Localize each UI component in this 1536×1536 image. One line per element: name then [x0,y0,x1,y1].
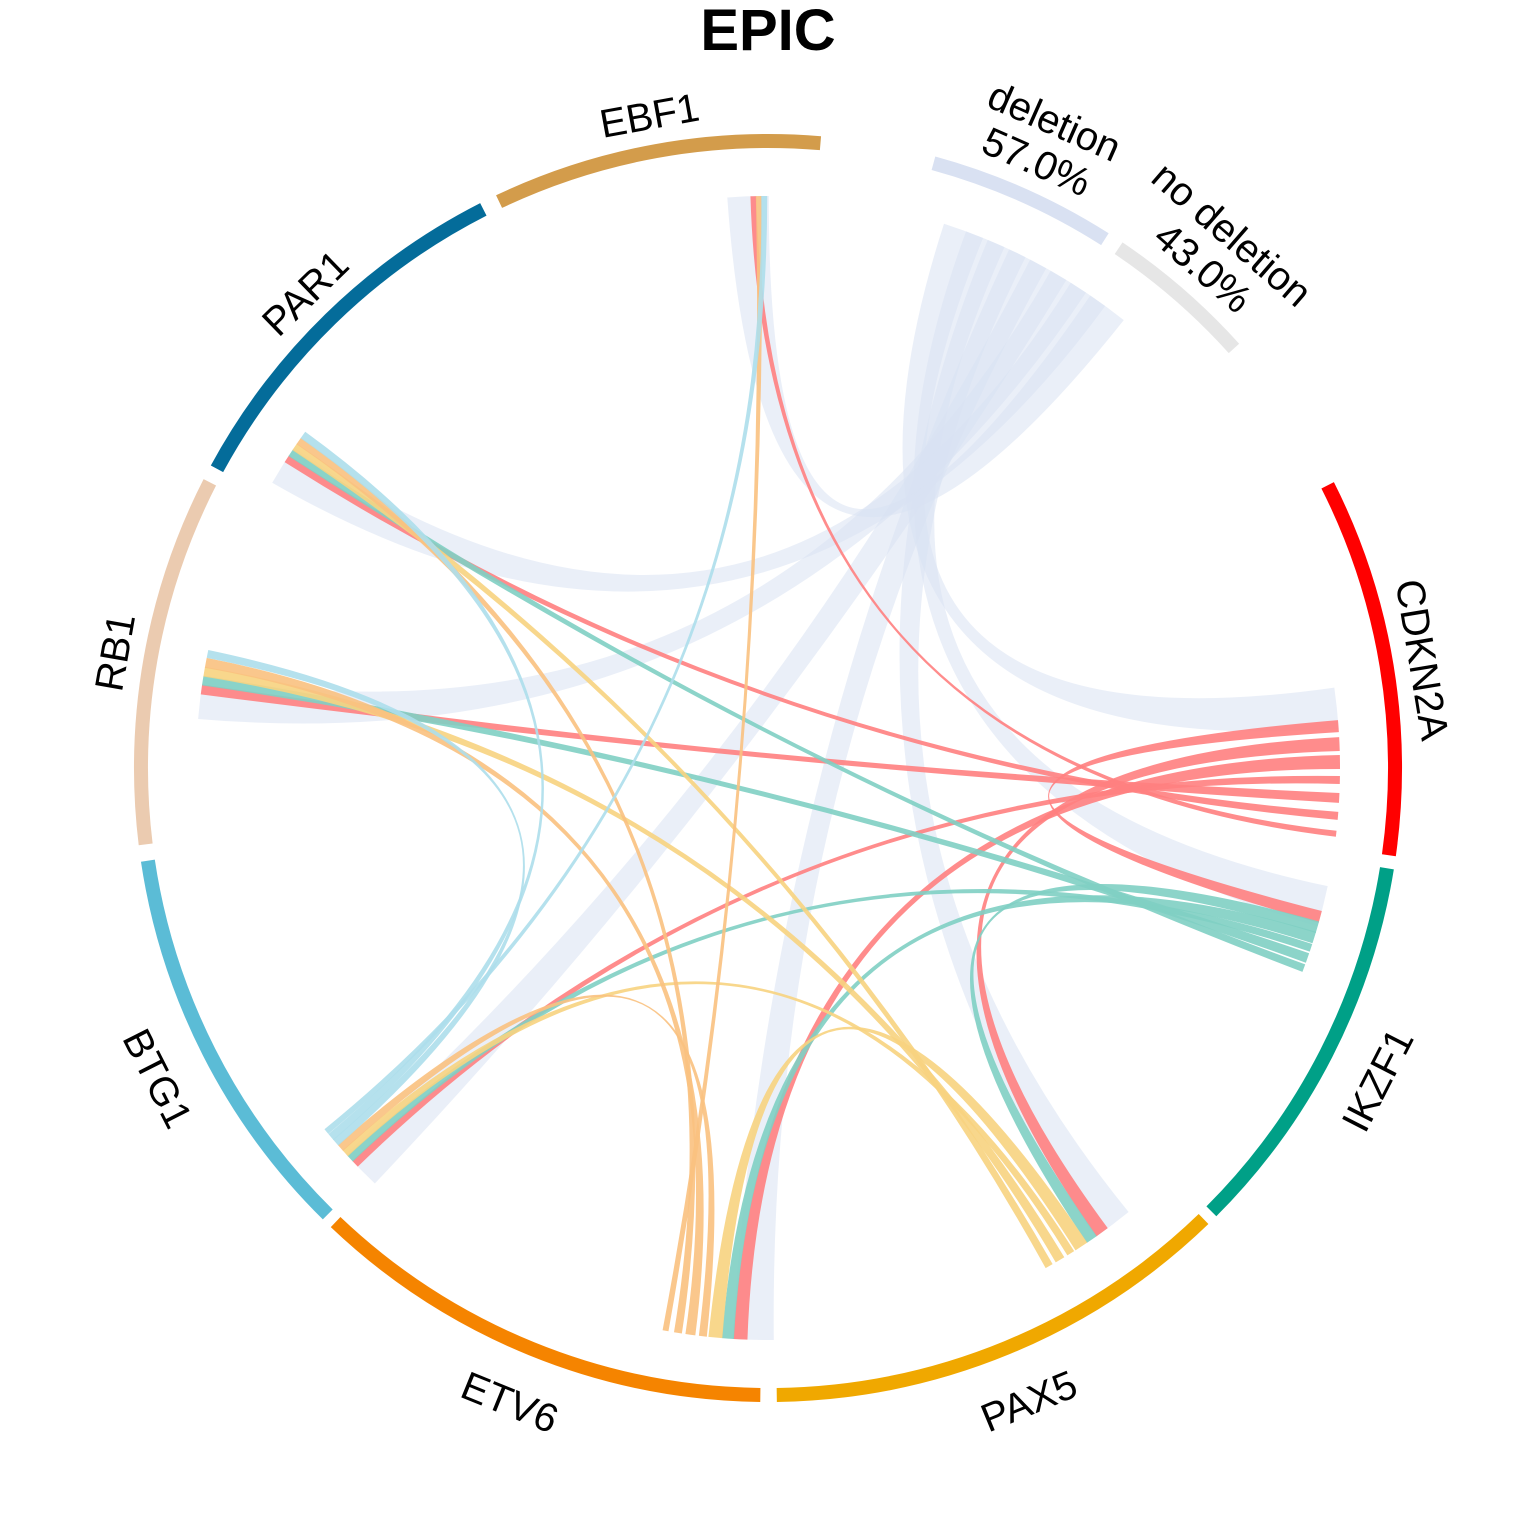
link-deletion-etv6 [732,249,1047,1340]
sector-label-line: PAR1 [254,242,357,344]
link-deletion-ebf1 [727,196,1124,518]
sector-track-etv6 [330,1216,761,1402]
link-etv6-btg1 [337,994,715,1337]
link-cdkn2a-btg1 [352,775,1340,1167]
sector-label-ebf1: EBF1 [596,86,702,147]
sector-track-deletion [931,156,1109,246]
sector-label-pax5: PAX5 [975,1363,1084,1442]
sector-label-etv6: ETV6 [455,1364,564,1442]
link-etv6-par1 [296,437,696,1334]
link-cdkn2a-rb1 [200,684,1340,803]
sector-label-btg1: BTG1 [114,1022,201,1135]
sector-label-par1: PAR1 [254,242,357,344]
sector-track-ikzf1 [1206,867,1394,1217]
link-btg1-ebf1 [324,196,768,1134]
link-btg1-par1 [300,431,544,1141]
sector-track-rb1 [134,479,217,846]
sector-label-line: EBF1 [596,86,702,147]
link-pax5-btg1 [342,981,1075,1256]
sector-label-rb1: RB1 [87,610,144,694]
links-layer [198,196,1340,1340]
link-deletion-cdkn2a [902,223,1339,732]
link-cdkn2a-ikzf1 [1048,720,1339,923]
sector-tracks [134,134,1402,1402]
sector-label-ikzf1: IKZF1 [1334,1022,1423,1139]
sector-track-btg1 [140,859,333,1220]
link-deletion-ikzf1 [913,231,1328,927]
sector-track-ebf1 [496,134,822,208]
sector-label-line: RB1 [87,610,144,694]
sector-track-cdkn2a [1321,482,1402,857]
sector-track-pax5 [776,1213,1209,1402]
chart-title: EPIC [700,0,835,63]
sector-label-line: PAX5 [975,1363,1084,1442]
sector-track-no-deletion [1114,242,1240,354]
sector-label-line: ETV6 [455,1364,564,1442]
sector-label-line: BTG1 [114,1022,201,1135]
link-ikzf1-pax5 [969,883,1320,1243]
sector-label-line: IKZF1 [1334,1022,1423,1139]
sector-track-par1 [210,203,487,473]
